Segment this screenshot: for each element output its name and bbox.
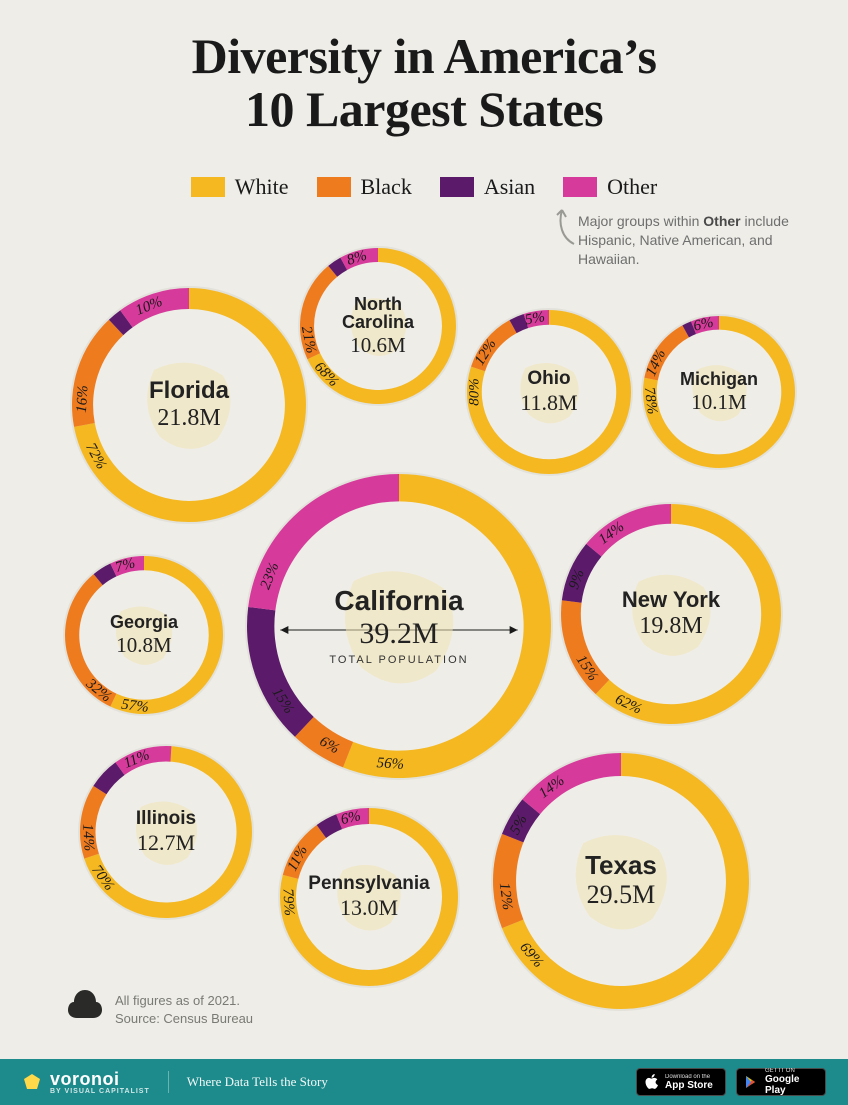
- legend-swatch: [191, 177, 225, 197]
- googleplay-button[interactable]: GET IT ON Google Play: [736, 1068, 826, 1096]
- svg-text:79%: 79%: [279, 888, 297, 916]
- legend-item-other: Other: [549, 174, 671, 200]
- donut-georgia: 57%32%7% Georgia 10.8M: [61, 552, 227, 718]
- legend-label: Black: [361, 174, 412, 200]
- brand-logomark: [22, 1072, 42, 1092]
- svg-text:16%: 16%: [74, 385, 92, 413]
- legend-swatch: [317, 177, 351, 197]
- source-icon: [64, 984, 106, 1031]
- apple-icon: [645, 1074, 659, 1090]
- brand-sub: BY VISUAL CAPITALIST: [50, 1088, 150, 1095]
- svg-text:56%: 56%: [376, 755, 404, 773]
- donut-texas: 69%12%5%14% Texas 29.5M: [489, 749, 753, 1013]
- legend-label: Other: [607, 174, 657, 200]
- svg-text:14%: 14%: [79, 823, 97, 852]
- svg-text:80%: 80%: [466, 378, 482, 406]
- footer-bar: voronoi BY VISUAL CAPITALIST Where Data …: [0, 1059, 848, 1105]
- play-icon: [745, 1075, 759, 1089]
- donut-new-york: 62%15%9%14% New York 19.8M: [557, 500, 785, 728]
- legend-swatch: [563, 177, 597, 197]
- brand-logo: voronoi BY VISUAL CAPITALIST: [22, 1069, 150, 1095]
- footer-tagline: Where Data Tells the Story: [187, 1074, 328, 1090]
- legend: White Black Asian Other: [0, 174, 848, 200]
- source-text: All figures as of 2021.Source: Census Bu…: [115, 992, 253, 1028]
- legend-swatch: [440, 177, 474, 197]
- legend-label: White: [235, 174, 289, 200]
- legend-label: Asian: [484, 174, 535, 200]
- page-title: Diversity in America’s10 Largest States: [0, 30, 848, 135]
- legend-item-asian: Asian: [426, 174, 549, 200]
- svg-text:78%: 78%: [641, 386, 660, 415]
- donut-pennsylvania: 79%11%6% Pennsylvania 13.0M: [276, 804, 462, 990]
- footer-divider: [168, 1071, 169, 1093]
- play-big: Google Play: [765, 1074, 817, 1096]
- donut-ohio: 80%12%5% Ohio 11.8M: [463, 306, 635, 478]
- legend-note: Major groups within Other include Hispan…: [578, 212, 798, 269]
- play-small: GET IT ON: [765, 1068, 817, 1074]
- donut-illinois: 70%14%11% Illinois 12.7M: [76, 742, 256, 922]
- appstore-big: App Store: [665, 1080, 713, 1091]
- appstore-button[interactable]: Download on the App Store: [636, 1068, 726, 1096]
- infographic-canvas: Diversity in America’s10 Largest States …: [0, 0, 848, 1105]
- legend-item-white: White: [177, 174, 303, 200]
- brand-name: voronoi: [50, 1069, 150, 1090]
- appstore-small: Download on the: [665, 1074, 713, 1080]
- donut-michigan: 78%14%6% Michigan 10.1M: [639, 312, 799, 472]
- legend-item-black: Black: [303, 174, 426, 200]
- donut-north-carolina: 68%21%8% NorthCarolina 10.6M: [296, 244, 460, 408]
- svg-text:57%: 57%: [120, 697, 149, 716]
- donut-florida: 72%16%10% Florida 21.8M: [68, 284, 310, 526]
